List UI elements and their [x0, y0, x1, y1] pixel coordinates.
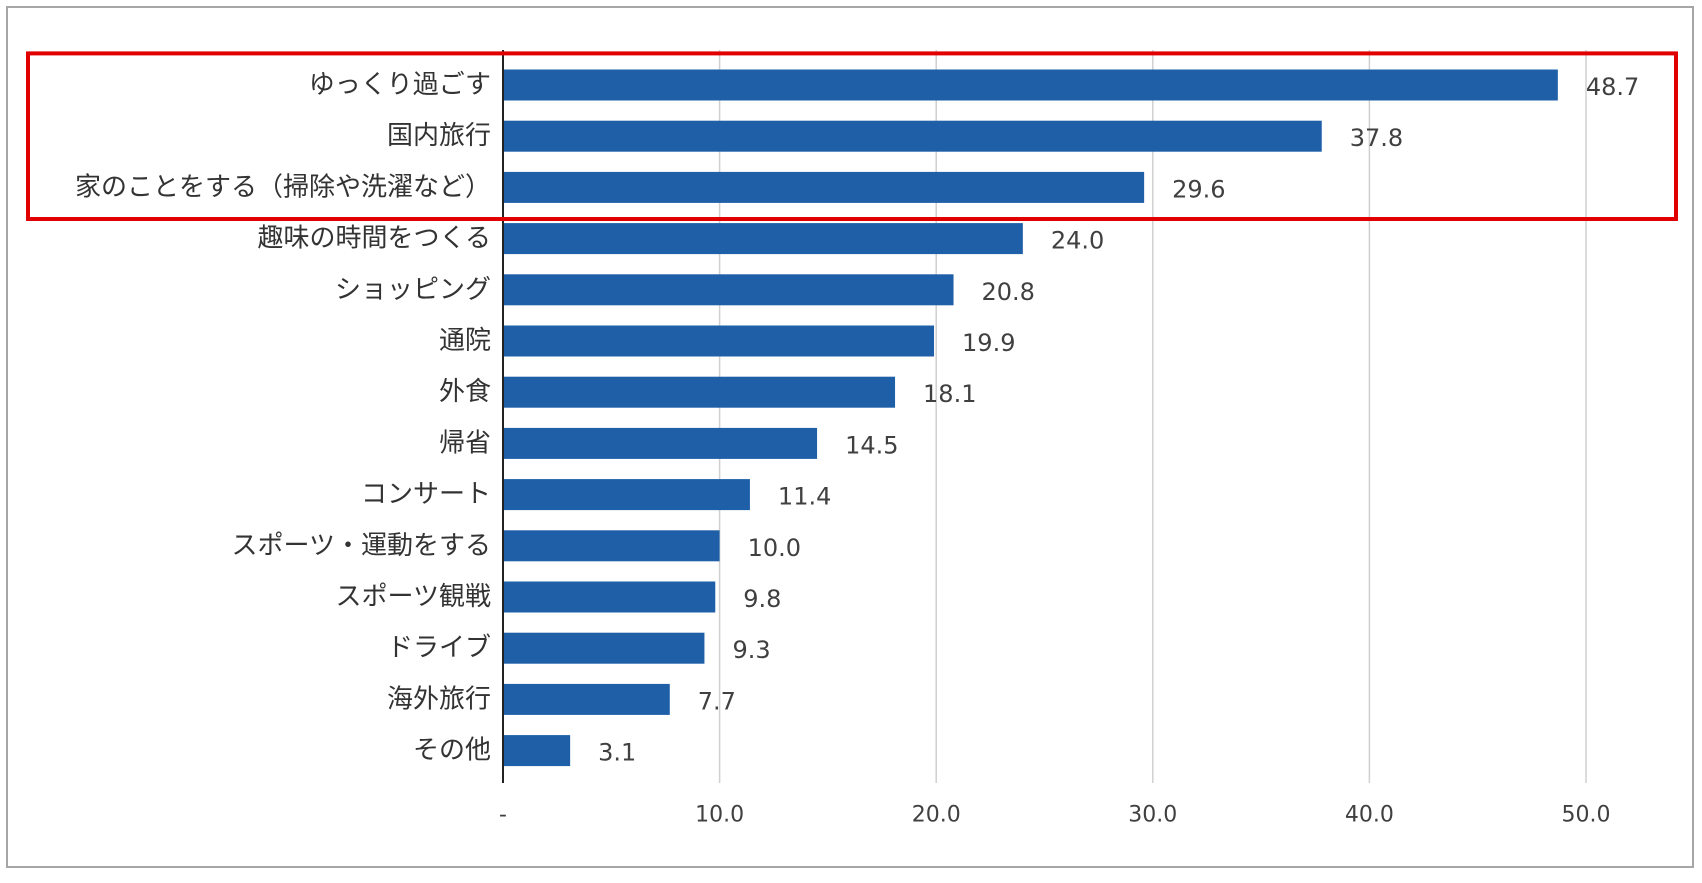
x-tick-label-1: 10.0: [695, 803, 744, 828]
category-label-12: 海外旅行: [387, 684, 491, 714]
category-label-1: 国内旅行: [387, 121, 491, 151]
bar-10: [503, 581, 716, 613]
value-label-3: 24.0: [1051, 227, 1104, 255]
x-tick-label-2: 20.0: [912, 803, 961, 828]
highlight-box: [26, 51, 1678, 222]
value-label-1: 37.8: [1350, 124, 1403, 152]
value-label-6: 18.1: [923, 380, 976, 408]
category-label-3: 趣味の時間をつくる: [258, 224, 491, 254]
category-label-10: スポーツ観戦: [336, 582, 491, 612]
value-label-8: 11.4: [778, 483, 831, 511]
value-label-12: 7.7: [698, 687, 736, 715]
value-label-5: 19.9: [962, 329, 1015, 357]
value-label-0: 48.7: [1586, 73, 1639, 101]
category-label-4: ショッピング: [335, 275, 491, 305]
value-label-11: 9.3: [732, 636, 770, 664]
x-tick-label-5: 50.0: [1562, 803, 1611, 828]
category-label-6: 外食: [439, 377, 491, 407]
bar-7: [503, 427, 818, 459]
category-label-2: 家のことをする（掃除や洗濯など）: [75, 172, 491, 202]
bar-4: [503, 274, 954, 306]
category-label-7: 帰省: [439, 428, 491, 458]
category-label-11: ドライブ: [387, 633, 491, 663]
value-label-9: 10.0: [748, 534, 801, 562]
category-label-5: 通院: [439, 326, 491, 356]
bar-5: [503, 325, 935, 357]
bar-1: [503, 120, 1322, 152]
value-label-7: 14.5: [845, 431, 898, 459]
category-label-0: ゆっくり過ごす: [309, 70, 491, 100]
category-label-9: スポーツ・運動をする: [232, 531, 491, 561]
bar-8: [503, 479, 750, 511]
bar-6: [503, 376, 896, 408]
value-label-2: 29.6: [1172, 175, 1225, 203]
category-label-13: その他: [413, 736, 491, 766]
x-tick-label-0: -: [499, 803, 507, 828]
category-label-8: コンサート: [361, 480, 491, 510]
bar-12: [503, 683, 670, 715]
value-label-4: 20.8: [982, 278, 1035, 306]
value-label-13: 3.1: [598, 739, 636, 767]
bar-2: [503, 171, 1145, 203]
x-tick-label-3: 30.0: [1128, 803, 1177, 828]
bar-9: [503, 530, 720, 562]
x-tick-label-4: 40.0: [1345, 803, 1394, 828]
bar-13: [503, 735, 571, 767]
bar-0: [503, 69, 1558, 101]
value-label-10: 9.8: [743, 585, 781, 613]
bar-3: [503, 223, 1023, 255]
bar-11: [503, 632, 705, 664]
